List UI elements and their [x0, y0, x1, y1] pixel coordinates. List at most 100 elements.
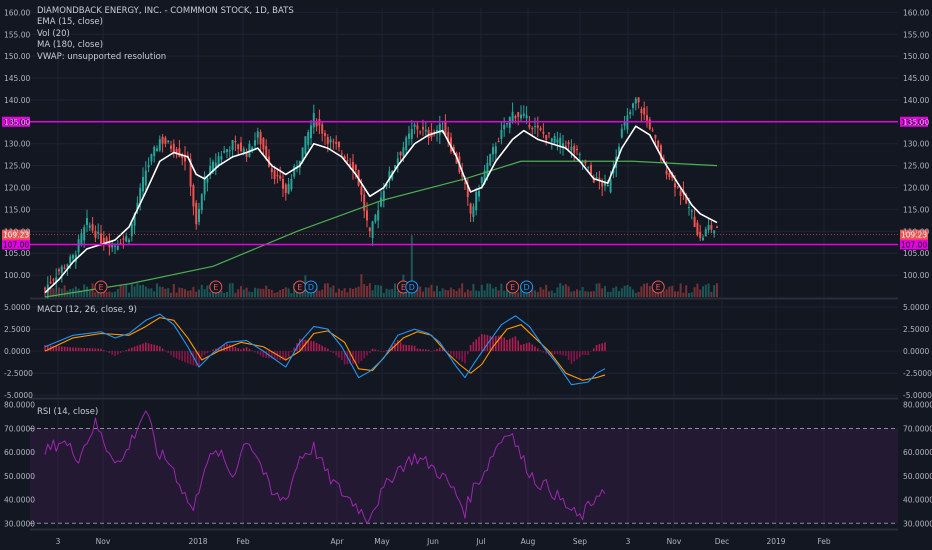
candle-body [461, 172, 464, 177]
volume-bar [60, 288, 63, 297]
macd-histogram-bar [265, 351, 267, 358]
volume-bar [444, 289, 447, 297]
macd-tick-label-left: 5.0000 [4, 303, 30, 312]
volume-bar [595, 283, 598, 297]
macd-histogram-bar [338, 351, 340, 358]
macd-histogram-bar [590, 351, 592, 352]
volume-bar [492, 288, 494, 297]
candle-body [293, 166, 296, 177]
volume-bar [52, 288, 55, 297]
macd-histogram-bar [419, 348, 421, 352]
candle-body [360, 186, 363, 195]
candle-body [223, 150, 226, 153]
volume-bar [455, 290, 458, 297]
price-tick-label-right: 110.00 [903, 227, 929, 236]
candle-body [200, 194, 203, 211]
volume-bar [494, 286, 497, 297]
volume-bar [388, 289, 391, 297]
volume-bar [564, 284, 567, 297]
macd-histogram-bar [579, 351, 581, 358]
macd-histogram-bar [525, 343, 528, 352]
macd-histogram-bar [215, 348, 217, 352]
macd-histogram-bar [327, 348, 329, 352]
candle-body [648, 119, 651, 130]
event-marker-circle [94, 280, 108, 294]
candle-body [366, 210, 368, 221]
candle-body [130, 223, 133, 237]
macd-histogram-bar [150, 343, 153, 352]
candle-body [531, 127, 534, 130]
volume-bar [324, 283, 326, 297]
candle-body [413, 124, 416, 127]
gridlines [30, 8, 898, 531]
macd-tick-label-left: 2.5000 [4, 325, 30, 334]
volume-bar [480, 284, 483, 297]
candle-body [321, 124, 324, 134]
macd-histogram-bar [601, 343, 603, 352]
macd-histogram-bar [310, 340, 312, 352]
volume-bar [578, 290, 581, 297]
volume-bar [195, 291, 198, 297]
candle-body [536, 125, 539, 128]
candle-body [528, 125, 531, 128]
x-tick-label: Feb [817, 537, 831, 546]
macd-histogram-bar [357, 351, 360, 364]
candle-body [290, 179, 293, 190]
volume-bar [634, 292, 637, 297]
volume-bar [648, 286, 651, 297]
volume-bar [220, 290, 223, 297]
volume-bar [497, 290, 500, 297]
candle-body [192, 185, 195, 207]
macd-tick-label-right: -5.0000 [903, 391, 932, 400]
volume-bar [458, 288, 461, 297]
macd-histogram-bar [243, 348, 245, 352]
macd-histogram-bar [595, 344, 598, 352]
event-marker-label: D [308, 283, 314, 292]
candle-body [72, 255, 74, 259]
volume-bar [156, 283, 158, 297]
volume-bar [111, 292, 114, 297]
candle-body [483, 170, 486, 184]
macd-histogram-bar [458, 351, 461, 360]
volume-bar [189, 290, 192, 297]
candle-body [542, 131, 545, 134]
candle-body [651, 130, 654, 132]
candle-body [567, 142, 570, 145]
macd-histogram-bar [332, 351, 335, 354]
volume-bar [668, 286, 671, 297]
volume-bar [441, 288, 444, 297]
macd-tick-label-right: 0.0000 [903, 347, 929, 356]
candle-body [312, 113, 315, 128]
macd-histogram-bar [506, 340, 508, 352]
macd-histogram-bar [136, 345, 139, 352]
candle-body [237, 144, 240, 150]
price-tick-label-right: 155.00 [903, 30, 929, 39]
price-tick-label-right: 130.00 [903, 140, 929, 149]
volume-bar [550, 290, 553, 297]
volume-bar [503, 290, 506, 297]
volume-bar [713, 285, 716, 297]
event-marker-label: E [510, 283, 515, 292]
candle-body [217, 156, 220, 166]
candle-body [284, 184, 287, 194]
candle-body [231, 140, 234, 150]
level-price-tag [2, 239, 30, 250]
candle-body [184, 154, 186, 162]
macd-histogram-bar [139, 344, 141, 352]
volume-bar [44, 288, 46, 297]
volume-bar [88, 290, 91, 297]
candle-body [144, 170, 147, 186]
volume-bar [478, 291, 480, 297]
candle-body [363, 194, 366, 211]
candle-body [349, 163, 352, 167]
candle-body [164, 137, 167, 144]
candle-body [254, 140, 256, 146]
volume-bar [158, 286, 161, 297]
candle-body [609, 179, 612, 193]
x-tick-label: Apr [331, 537, 345, 546]
candle-body [494, 146, 497, 154]
candle-body [660, 145, 662, 160]
